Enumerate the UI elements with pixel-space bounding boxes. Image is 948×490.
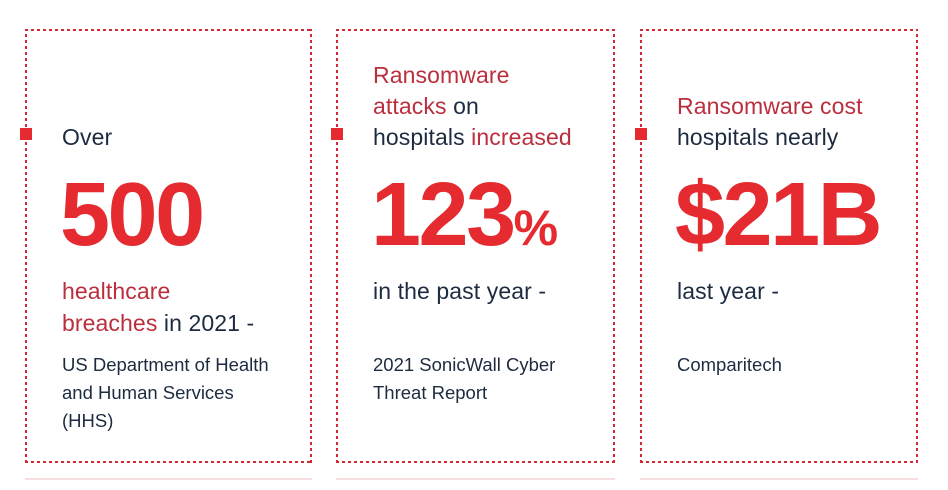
card-intro: Over (62, 29, 296, 153)
cutoff-card-edge (25, 478, 312, 480)
intro-line: attacks on (373, 91, 599, 122)
tagline-text: healthcare (62, 278, 171, 304)
intro-text: Ransomware cost (677, 93, 863, 119)
tagline-line: healthcare (62, 275, 296, 307)
stat-source: US Department of Health and Human Servic… (62, 351, 280, 435)
tagline-text: in 2021 - (157, 310, 255, 336)
intro-text: Ransomware (373, 62, 510, 88)
card-intro: Ransomware attacks on hospitals increase… (373, 29, 599, 153)
source-line: 2021 SonicWall Cyber (373, 354, 556, 375)
stat-number: $21B (675, 165, 883, 265)
stat-value: 123% (371, 169, 605, 274)
intro-text: hospitals nearly (677, 124, 839, 150)
intro-text: increased (464, 124, 572, 150)
intro-line: hospitals nearly (677, 122, 902, 153)
stat-card-ransomware-cost: Ransomware cost hospitals nearly $21B la… (635, 29, 918, 463)
intro-line: hospitals increased (373, 122, 599, 153)
intro-text: hospitals (373, 124, 465, 150)
red-square-marker (20, 128, 32, 140)
stat-suffix: % (513, 200, 558, 256)
stat-card-ransomware-increase: Ransomware attacks on hospitals increase… (331, 29, 615, 463)
source-line: US Department of Health (62, 354, 269, 375)
red-square-marker (635, 128, 647, 140)
cutoff-card-edge (336, 478, 615, 480)
stat-source: Comparitech (677, 351, 895, 379)
stat-value: $21B (675, 169, 908, 274)
source-line: Threat Report (373, 382, 488, 403)
tagline-text: breaches (62, 310, 158, 336)
stat-value: 500 (60, 169, 302, 274)
tagline-line: breaches in 2021 - (62, 307, 296, 339)
stat-number: 123 (371, 165, 516, 265)
stat-tagline: last year - (677, 275, 902, 307)
intro-text: attacks (373, 93, 447, 119)
stat-source: 2021 SonicWall Cyber Threat Report (373, 351, 591, 407)
stat-number: 500 (60, 165, 205, 265)
stat-card-healthcare-breaches: Over 500 healthcare breaches in 2021 - U… (20, 29, 312, 463)
red-square-marker (331, 128, 343, 140)
source-line: (HHS) (62, 410, 114, 431)
source-line: and Human Services (62, 382, 234, 403)
tagline-text: last year - (677, 278, 780, 304)
intro-line: Ransomware cost (677, 91, 902, 122)
intro-line: Over (62, 122, 296, 153)
intro-text: on (446, 93, 479, 119)
stat-tagline: healthcare breaches in 2021 - (62, 275, 296, 339)
cutoff-card-edge (640, 478, 918, 480)
intro-text: Over (62, 124, 113, 150)
stat-tagline: in the past year - (373, 275, 599, 307)
intro-line: Ransomware (373, 60, 599, 91)
tagline-line: in the past year - (373, 275, 599, 307)
source-line: Comparitech (677, 354, 782, 375)
tagline-text: in the past year - (373, 278, 547, 304)
tagline-line: last year - (677, 275, 902, 307)
card-intro: Ransomware cost hospitals nearly (677, 29, 902, 153)
